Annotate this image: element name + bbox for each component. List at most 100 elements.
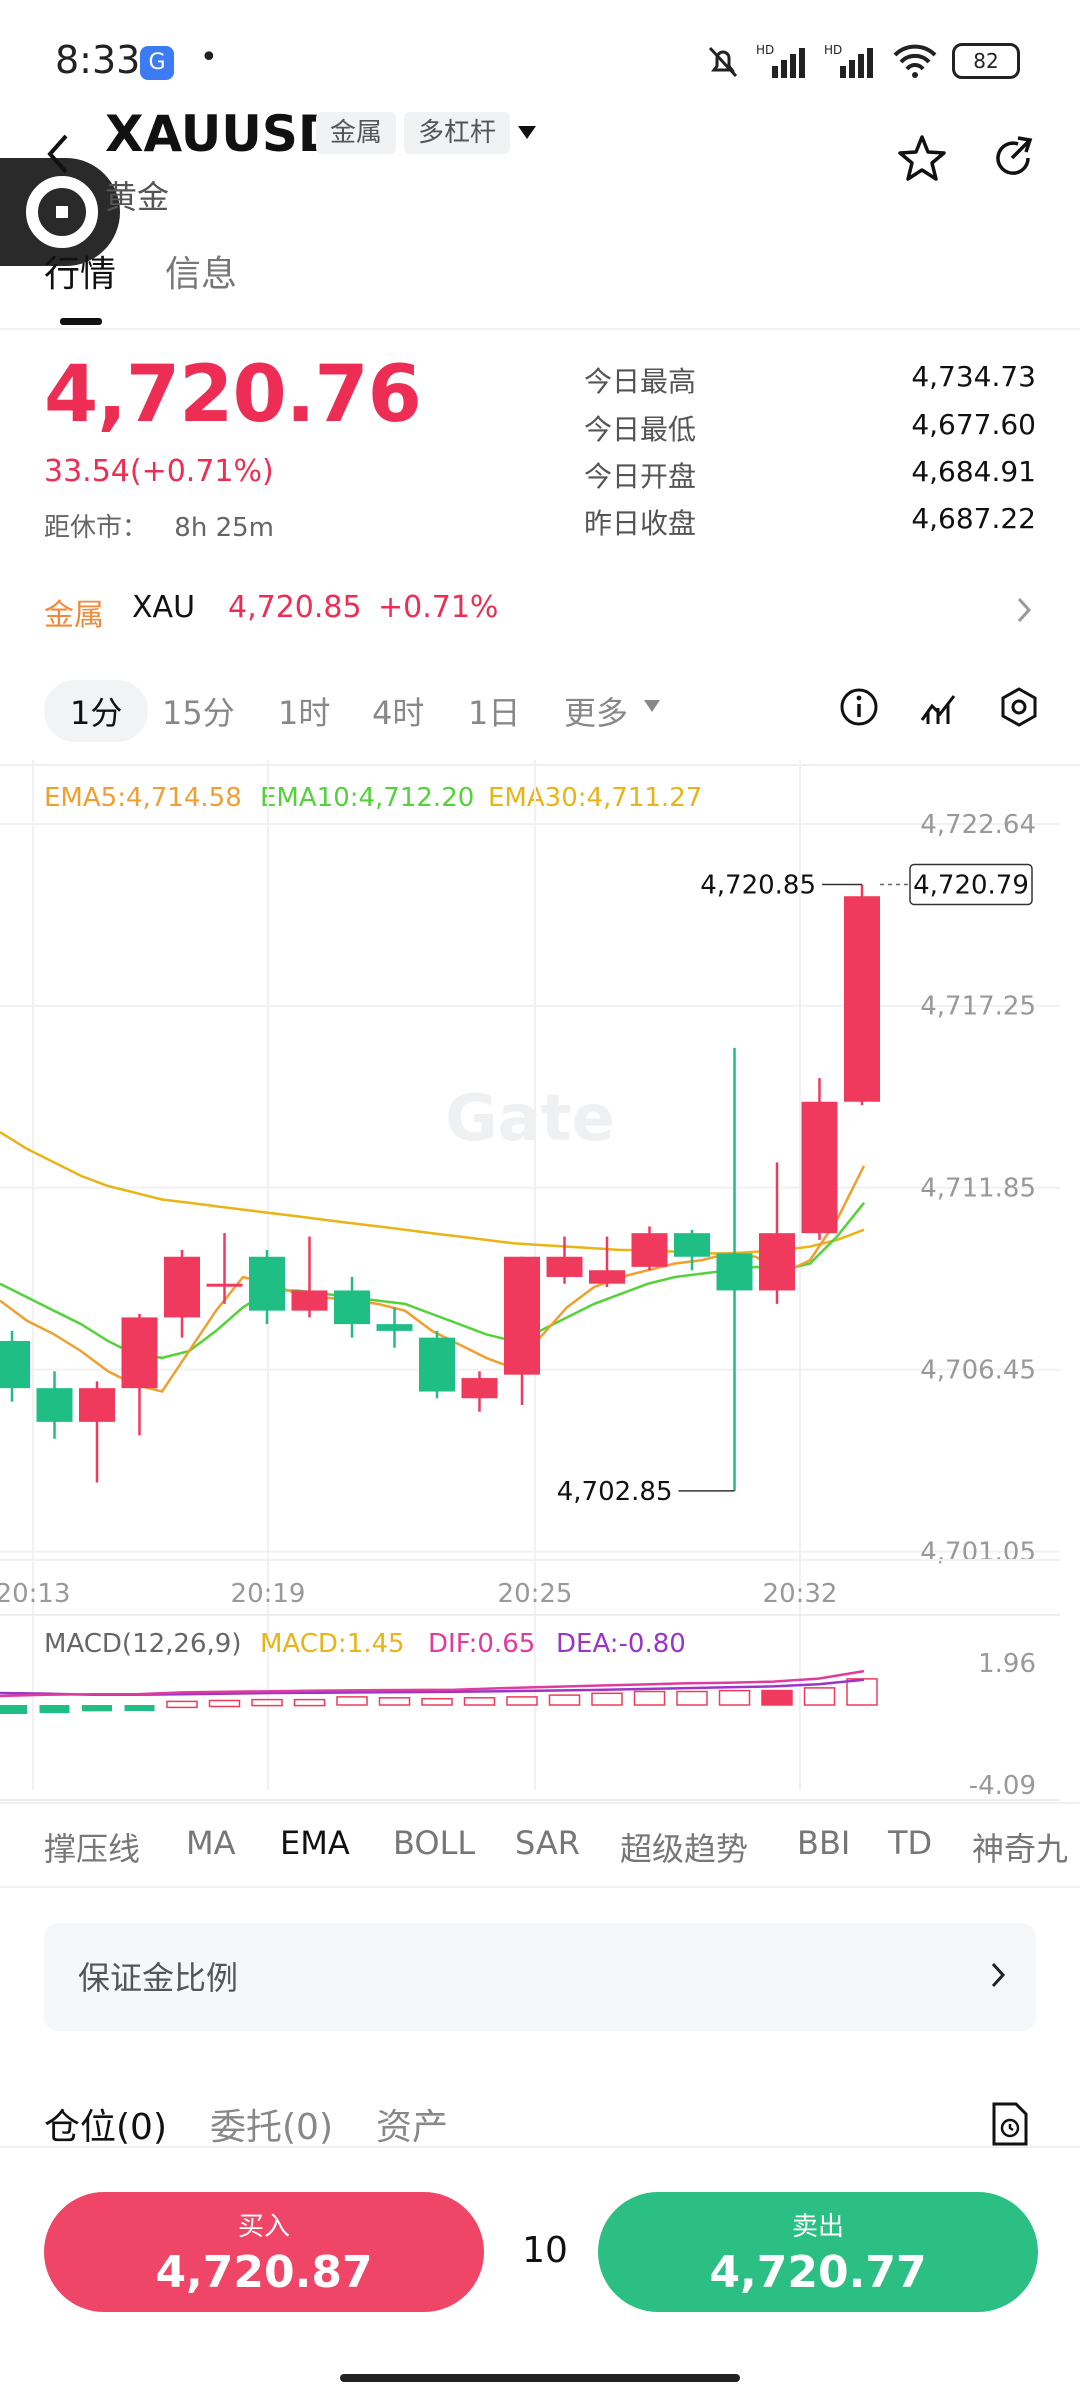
gate-logo-floating[interactable]	[0, 158, 120, 266]
indicator-tab-magic-nine[interactable]: 神奇九	[972, 1830, 1069, 1868]
star-icon[interactable]	[896, 132, 948, 184]
stat-label-open: 今日开盘	[584, 460, 697, 493]
divider	[0, 1886, 1080, 1888]
indicator-tab-bbi[interactable]: BBI	[797, 1824, 851, 1862]
interval-more[interactable]: 更多	[564, 694, 629, 732]
stat-label-prev-close: 昨日收盘	[584, 507, 697, 540]
stat-value-open: 4,684.91	[911, 455, 1036, 488]
interval-4h[interactable]: 4时	[372, 694, 425, 732]
tab-info[interactable]: 信息	[165, 254, 238, 295]
quantity-value[interactable]: 10	[522, 2230, 568, 2271]
buy-button[interactable]: 买入 4,720.87	[44, 2192, 484, 2312]
macd-bar	[506, 1696, 538, 1706]
interval-1h[interactable]: 1时	[278, 694, 331, 732]
indicator-tab-supertrend[interactable]: 超级趋势	[620, 1830, 749, 1868]
macd-bar	[293, 1698, 326, 1707]
divider	[0, 1802, 1080, 1804]
dropdown-caret-icon[interactable]	[516, 124, 538, 142]
macd-bar	[336, 1696, 368, 1706]
y-tick-label: 4,706.45	[920, 1356, 1036, 1386]
macd-bar	[421, 1697, 453, 1706]
svg-text:HD: HD	[756, 43, 774, 57]
candle-body	[249, 1256, 285, 1311]
wifi-icon	[893, 44, 937, 78]
gate-logo-icon	[26, 176, 98, 248]
macd-bar	[251, 1698, 283, 1707]
more-caret-icon	[644, 700, 660, 712]
candle-body	[291, 1290, 328, 1311]
stat-label-low: 今日最低	[584, 413, 697, 446]
macd-label: MACD(12,26,9)	[44, 1629, 241, 1659]
stat-value-prev-close: 4,687.22	[911, 502, 1036, 535]
candle-body	[589, 1270, 625, 1284]
status-dot: •	[200, 40, 218, 75]
x-tick-label: 20:25	[498, 1579, 573, 1609]
candle-body	[79, 1388, 115, 1422]
signal-icon: HD	[756, 43, 805, 78]
candle-body	[206, 1283, 243, 1287]
sell-button[interactable]: 卖出 4,720.77	[598, 2192, 1038, 2312]
macd-bar	[463, 1697, 496, 1706]
candle-body	[801, 1101, 838, 1234]
margin-ratio-row[interactable]: 保证金比例	[44, 1923, 1036, 2031]
macd-bar	[548, 1694, 581, 1706]
macd-bar	[718, 1689, 751, 1706]
indicator-tab-support[interactable]: 撑压线	[44, 1830, 141, 1868]
related-symbol: XAU	[132, 590, 196, 625]
tab-market[interactable]: 行情	[44, 254, 117, 295]
category-tag: 金属	[316, 112, 397, 154]
dea-value: DEA:-0.80	[556, 1629, 686, 1659]
indicator-tab-sar[interactable]: SAR	[515, 1824, 581, 1862]
indicator-tab-ema[interactable]: EMA	[280, 1824, 350, 1862]
dif-value: DIF:0.65	[428, 1629, 535, 1659]
macd-value: MACD:1.45	[260, 1629, 405, 1659]
candle-body	[461, 1378, 498, 1399]
status-icons: HD HD 82	[704, 42, 1020, 80]
ema30-legend: EMA30:4,711.27	[488, 783, 703, 813]
indicator-chart-icon[interactable]	[918, 686, 960, 728]
home-indicator[interactable]	[340, 2374, 740, 2382]
battery-icon: 82	[952, 43, 1020, 79]
x-tick-label: 20:32	[763, 1579, 838, 1609]
related-asset-row[interactable]: 金属 XAU 4,720.85 +0.71%	[0, 590, 1080, 640]
last-price: 4,720.76	[44, 350, 422, 440]
macd-bar	[39, 1705, 70, 1714]
candle-body	[759, 1233, 795, 1291]
chevron-right-icon	[991, 1962, 1006, 1988]
sell-price: 4,720.77	[709, 2247, 927, 2298]
symbol-subtitle: 黄金	[105, 178, 170, 216]
interval-1m[interactable]: 1分	[44, 680, 149, 742]
indicator-tab-td[interactable]: TD	[888, 1824, 933, 1862]
close-time: 8h 25m	[174, 513, 274, 543]
tab-assets[interactable]: 资产	[376, 2107, 449, 2148]
interval-1d[interactable]: 1日	[468, 694, 521, 732]
dif-line	[0, 1669, 865, 1698]
indicator-tab-ma[interactable]: MA	[186, 1824, 236, 1862]
tab-orders[interactable]: 委托(0)	[210, 2107, 333, 2148]
candle-body	[419, 1337, 455, 1392]
svg-text:HD: HD	[824, 43, 842, 57]
tab-positions[interactable]: 仓位(0)	[44, 2107, 167, 2148]
stat-label-high: 今日最高	[584, 365, 697, 398]
interval-15m[interactable]: 15分	[162, 694, 235, 732]
buy-price: 4,720.87	[155, 2247, 373, 2298]
candle-body	[36, 1388, 73, 1422]
candlestick-chart[interactable]: 4,722.64 4,717.25 4,711.85 4,706.45 4,701.05…	[0, 760, 1080, 1805]
macd-bar	[166, 1700, 198, 1709]
related-price: 4,720.85	[228, 590, 362, 625]
leverage-tag: 多杠杆	[404, 112, 511, 154]
y-tick-label: 4,701.05	[920, 1538, 1036, 1568]
settings-gear-icon[interactable]	[998, 686, 1040, 728]
candle-body	[334, 1290, 370, 1325]
macd-bar	[0, 1705, 27, 1714]
macd-bar	[208, 1699, 241, 1708]
indicator-tab-boll[interactable]: BOLL	[393, 1824, 476, 1862]
info-icon[interactable]	[838, 686, 880, 728]
order-history-icon[interactable]	[990, 2100, 1030, 2148]
last-price-tag-box	[909, 863, 1033, 906]
x-tick-label: 20:19	[231, 1579, 306, 1609]
price-change: 33.54(+0.71%)	[44, 454, 274, 489]
share-icon[interactable]	[988, 132, 1040, 184]
back-arrow-icon[interactable]	[44, 130, 74, 178]
macd-bar	[803, 1687, 836, 1706]
